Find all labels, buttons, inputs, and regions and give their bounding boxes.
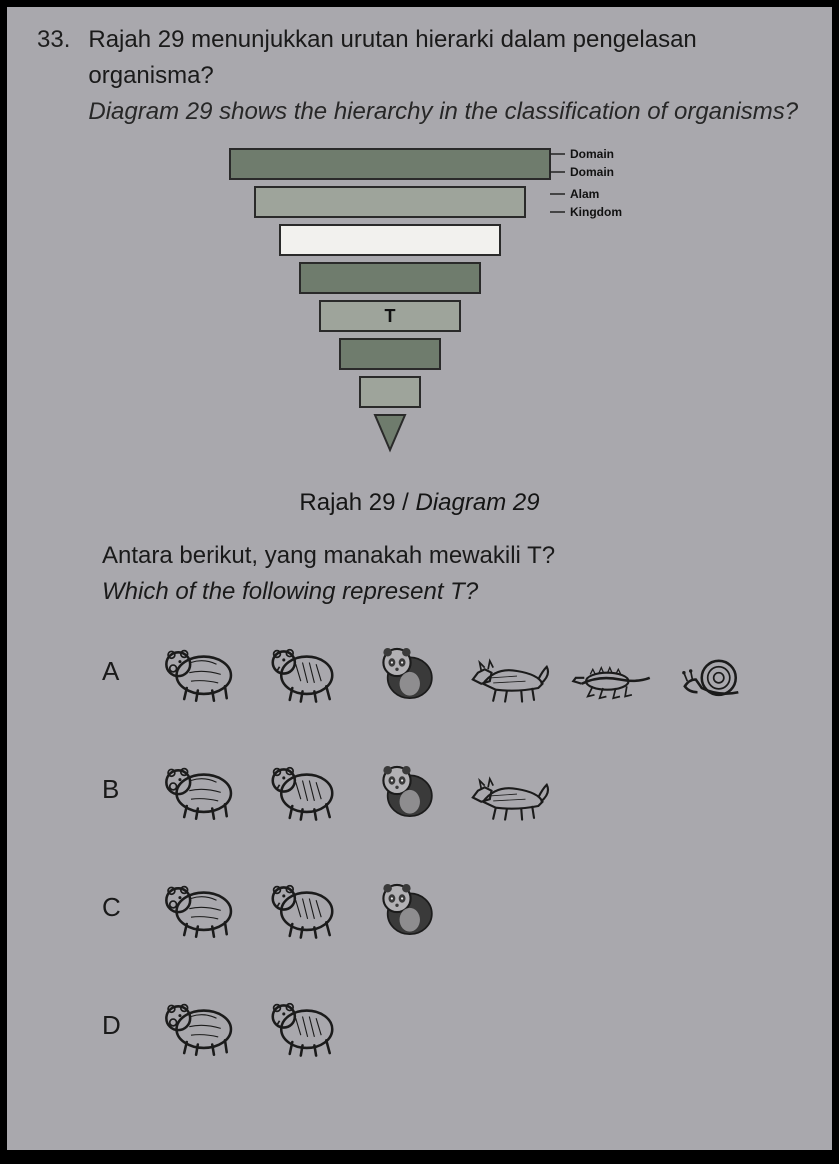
svg-text:Domain: Domain — [570, 147, 614, 161]
caption-ms: Rajah 29 / — [299, 489, 415, 516]
bear1-icon — [157, 636, 242, 706]
sub-question: Antara berikut, yang manakah mewakili T?… — [102, 542, 802, 606]
option-label: A — [102, 656, 157, 687]
bear2-icon — [260, 990, 345, 1060]
funnel-svg: T Domain Domain Alam Kingdom — [160, 144, 680, 474]
option-row-a[interactable]: A — [102, 636, 802, 706]
caption-en: Diagram 29 — [416, 489, 540, 516]
sub-question-en: Which of the following represent T? — [102, 578, 802, 606]
funnel-diagram: T Domain Domain Alam Kingdom — [37, 144, 802, 479]
panda-icon — [363, 636, 448, 706]
panda-icon — [363, 754, 448, 824]
svg-text:Kingdom: Kingdom — [570, 205, 622, 219]
question-text-block: Rajah 29 menunjukkan urutan hierarki dal… — [88, 22, 802, 126]
bear2-icon — [260, 872, 345, 942]
option-label: B — [102, 774, 157, 805]
diagram-caption: Rajah 29 / Diagram 29 — [37, 489, 802, 517]
svg-text:Domain: Domain — [570, 165, 614, 179]
answer-options: A B C D — [102, 636, 802, 1060]
bear2-icon — [260, 636, 345, 706]
option-label: D — [102, 1010, 157, 1041]
panda-icon — [363, 872, 448, 942]
question-header: 33. Rajah 29 menunjukkan urutan hierarki… — [37, 22, 802, 126]
fox-icon — [466, 754, 551, 824]
option-row-d[interactable]: D — [102, 990, 802, 1060]
fox-icon — [466, 636, 551, 706]
option-row-b[interactable]: B — [102, 754, 802, 824]
bear1-icon — [157, 872, 242, 942]
question-number: 33. — [37, 22, 70, 54]
question-text-ms: Rajah 29 menunjukkan urutan hierarki dal… — [88, 22, 802, 94]
option-row-c[interactable]: C — [102, 872, 802, 942]
svg-text:Alam: Alam — [570, 187, 599, 201]
question-text-en: Diagram 29 shows the hierarchy in the cl… — [88, 98, 802, 126]
lizard-icon — [569, 636, 654, 706]
svg-text:T: T — [384, 306, 395, 326]
bear1-icon — [157, 754, 242, 824]
option-label: C — [102, 892, 157, 923]
page: 33. Rajah 29 menunjukkan urutan hierarki… — [7, 7, 832, 1150]
bear1-icon — [157, 990, 242, 1060]
sub-question-ms: Antara berikut, yang manakah mewakili T? — [102, 542, 555, 569]
snail-icon — [672, 636, 757, 706]
bear2-icon — [260, 754, 345, 824]
